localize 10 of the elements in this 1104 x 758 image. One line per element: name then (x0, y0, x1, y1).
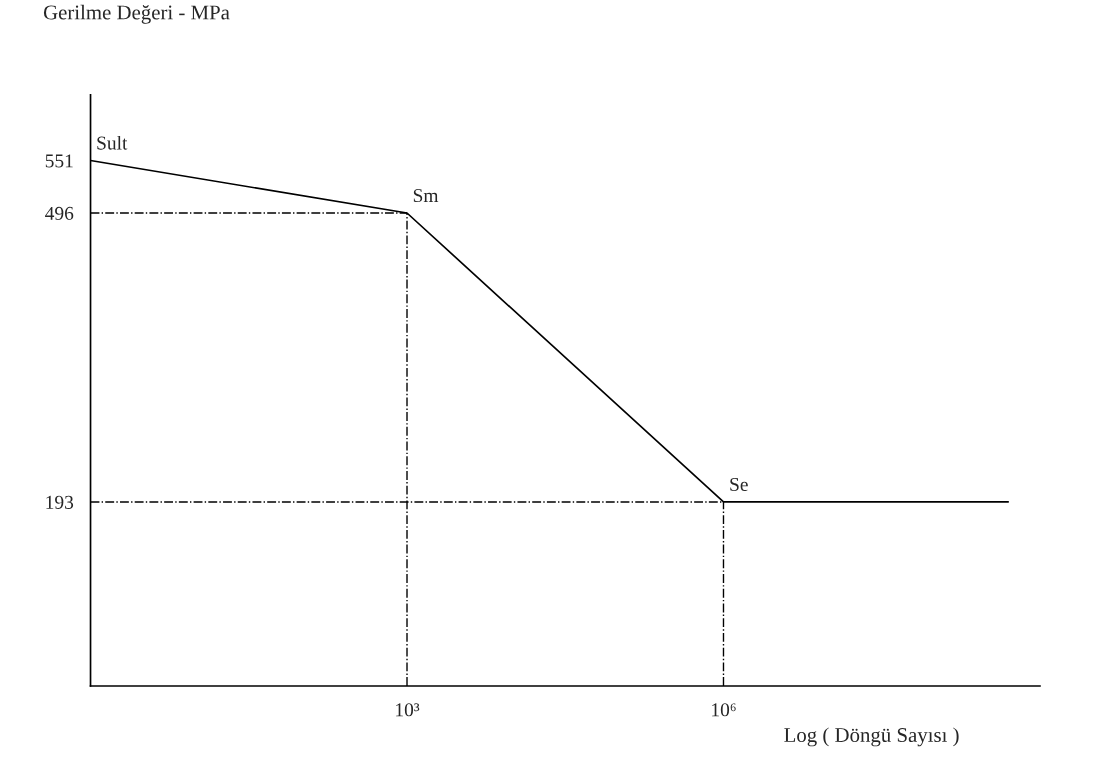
y-tick-label: 193 (46, 495, 74, 509)
x-tick-label: 10⁶ (712, 703, 736, 717)
y-tick-label: 496 (45, 206, 74, 220)
annotation: Sult (97, 135, 128, 150)
x-tick-label: 10³ (396, 703, 420, 717)
y-axis-title: Gerilme Değeri - MPa (43, 4, 230, 24)
annotation: Se (730, 477, 748, 492)
y-tick-label: 551 (45, 154, 73, 168)
x-axis-title: Log ( Döngü Sayısı ) (784, 727, 959, 747)
annotation: Sm (413, 189, 439, 203)
